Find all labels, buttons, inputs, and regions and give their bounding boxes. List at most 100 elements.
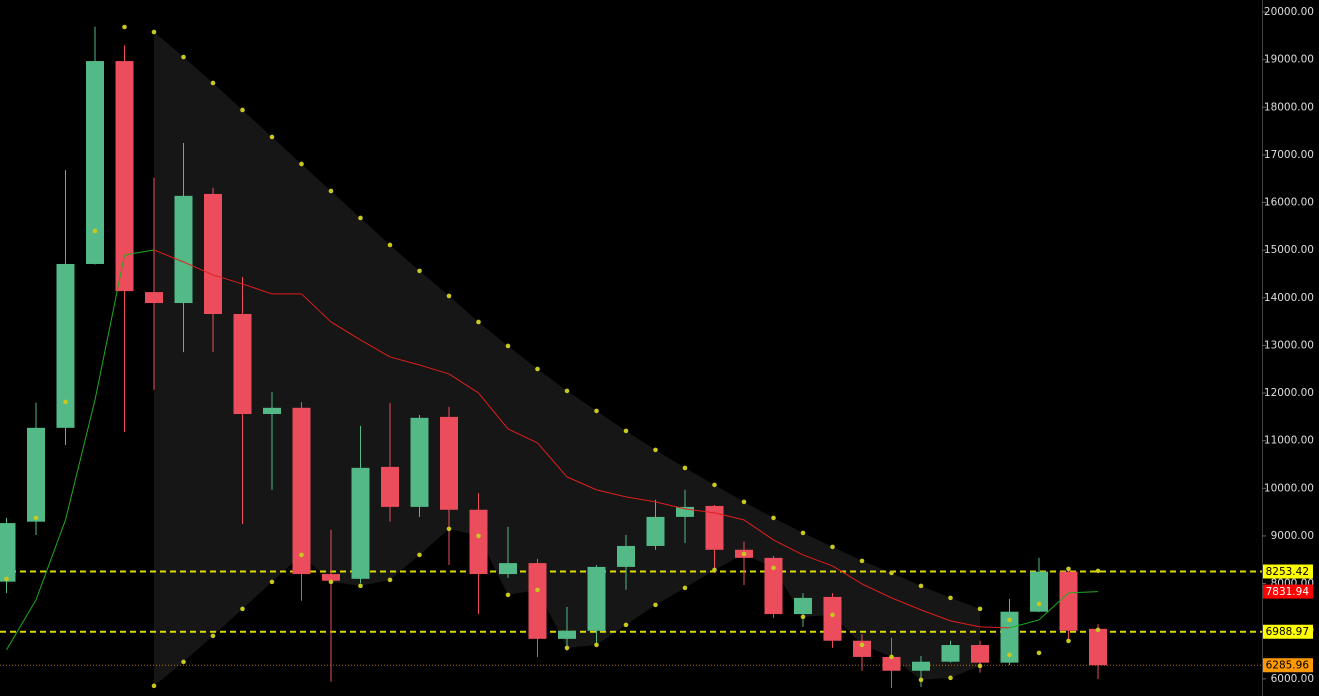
- moving-average-segment: [65, 399, 96, 521]
- moving-average-segment: [979, 626, 1010, 629]
- indicator-dot: [151, 29, 157, 35]
- indicator-dot: [328, 579, 334, 585]
- indicator-dot: [446, 526, 452, 532]
- indicator-dot: [1066, 566, 1071, 572]
- moving-average-segment: [330, 321, 361, 341]
- candle-body: [410, 417, 429, 507]
- indicator-dot: [181, 659, 186, 665]
- moving-average-segment: [94, 254, 125, 401]
- y-tick-label: 14000.00: [1264, 292, 1314, 304]
- price-label: 6988.97: [1266, 626, 1309, 638]
- indicator-dot: [623, 428, 629, 434]
- moving-average-segment: [301, 293, 332, 323]
- y-tick-label: 6000.00: [1271, 673, 1314, 685]
- indicator-dot: [240, 107, 245, 113]
- price-label: 7831.94: [1266, 586, 1310, 598]
- indicator-dot: [535, 587, 540, 593]
- moving-average-segment: [35, 519, 66, 601]
- indicator-dot: [505, 343, 511, 349]
- indicator-dot: [889, 570, 894, 576]
- indicator-dot: [417, 552, 422, 558]
- candle-body: [204, 193, 222, 314]
- indicator-dot: [358, 215, 363, 221]
- moving-average-segment: [448, 373, 479, 394]
- moving-average-segment: [596, 489, 627, 498]
- candle-body: [115, 61, 134, 292]
- candle-body: [322, 574, 340, 581]
- indicator-dot: [889, 654, 894, 660]
- indicator-dot: [210, 633, 216, 639]
- y-tick-label: 11000.00: [1264, 435, 1314, 447]
- indicator-dot: [446, 293, 452, 299]
- indicator-dot: [564, 388, 570, 394]
- indicator-dot: [240, 606, 245, 612]
- price-label: 8253.42: [1266, 566, 1309, 578]
- candle-body: [912, 661, 930, 671]
- candle-body: [941, 645, 960, 662]
- indicator-dot: [269, 579, 275, 585]
- moving-average-segment: [891, 597, 922, 611]
- indicator-dot: [476, 533, 481, 539]
- moving-average-segment: [832, 565, 863, 585]
- candle-body: [646, 516, 665, 546]
- candle-body: [56, 263, 75, 428]
- indicator-dot: [181, 54, 186, 60]
- y-tick-label: 15000.00: [1264, 244, 1314, 256]
- indicator-dot: [682, 585, 688, 591]
- moving-average-segment: [714, 512, 745, 521]
- candle-body: [853, 640, 871, 657]
- indicator-dot: [712, 482, 717, 488]
- candle-body: [233, 313, 252, 415]
- moving-average-segment: [802, 554, 833, 567]
- y-tick-label: 20000.00: [1264, 6, 1314, 18]
- indicator-dot: [859, 558, 865, 564]
- indicator-dot: [299, 161, 304, 167]
- indicator-dot: [1095, 627, 1101, 633]
- candle-body: [764, 557, 783, 615]
- y-tick-label: 16000.00: [1264, 197, 1314, 209]
- candle-body: [971, 645, 989, 663]
- moving-average-segment: [950, 620, 981, 628]
- candle-body: [528, 563, 547, 639]
- candle-body: [292, 407, 311, 575]
- indicator-dot: [4, 576, 9, 582]
- y-tick-label: 18000.00: [1264, 101, 1314, 113]
- moving-average-segment: [1009, 619, 1040, 629]
- price-label-box: [1263, 658, 1313, 673]
- price-label-box: [1263, 584, 1313, 599]
- indicator-dot: [977, 663, 983, 669]
- moving-average-segment: [537, 442, 568, 478]
- indicator-dot: [859, 642, 865, 648]
- moving-average-segment: [389, 356, 420, 366]
- moving-average-segment: [242, 283, 273, 295]
- candle-body: [882, 656, 901, 671]
- candle-body: [794, 597, 812, 615]
- indicator-dot: [653, 447, 658, 453]
- indicator-dot: [122, 24, 127, 30]
- indicator-dot: [741, 551, 747, 557]
- candle-body: [351, 467, 370, 579]
- moving-average-segment: [419, 364, 450, 375]
- candle-body: [499, 563, 517, 575]
- candle-body: [1000, 611, 1019, 663]
- y-tick-label: 12000.00: [1264, 387, 1314, 399]
- indicator-dot: [623, 622, 629, 628]
- moving-average-segment: [743, 519, 774, 541]
- indicator-dot: [594, 642, 599, 648]
- indicator-dot: [741, 499, 747, 505]
- indicator-dot: [417, 268, 422, 274]
- candle-body: [174, 195, 193, 304]
- indicator-dot: [151, 683, 157, 689]
- moving-average-segment: [920, 609, 951, 622]
- indicator-dot: [1066, 638, 1071, 644]
- candle-body: [381, 466, 399, 507]
- candle-body: [1089, 628, 1107, 666]
- indicator-dot: [830, 544, 835, 550]
- indicator-dot: [918, 677, 924, 683]
- moving-average-segment: [1068, 591, 1099, 594]
- moving-average-segment: [861, 583, 892, 599]
- candle-body: [1059, 571, 1078, 631]
- candle-body: [469, 509, 488, 575]
- indicator-dot: [948, 595, 953, 601]
- axis-layer: 6000.007000.008000.009000.0010000.001100…: [1262, 6, 1314, 685]
